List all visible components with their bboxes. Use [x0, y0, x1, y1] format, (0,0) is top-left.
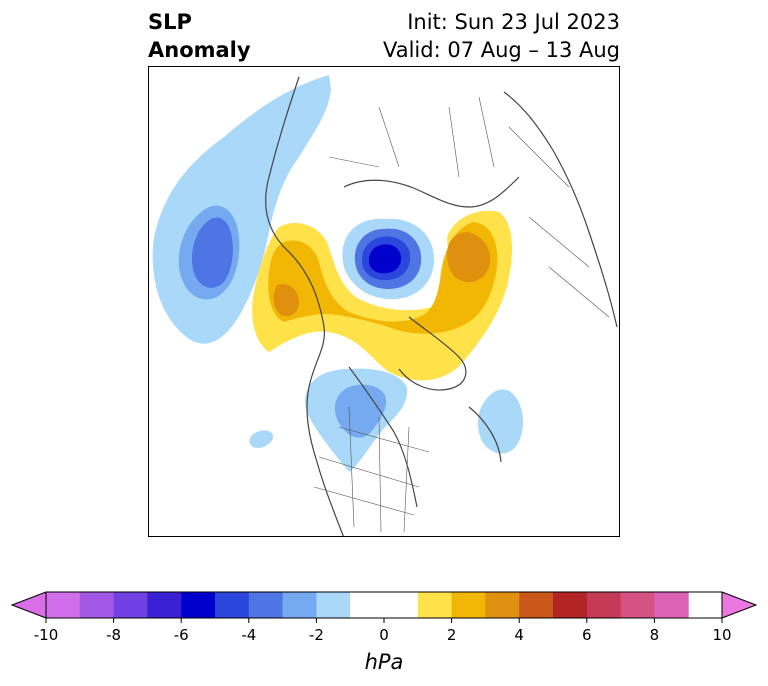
colorbar-bin-16	[620, 592, 655, 618]
colorbar-tick-label: -4	[241, 626, 257, 644]
colorbar-bin-3	[147, 592, 182, 618]
forecast-dates: Init: Sun 23 Jul 2023 Valid: 07 Aug – 13…	[383, 8, 620, 64]
colorbar-bin-4	[181, 592, 216, 618]
anomaly-contour-small-west	[249, 430, 274, 448]
anomaly-map	[148, 66, 620, 537]
colorbar-tick-label: -8	[106, 626, 122, 644]
map-title: SLP Anomaly	[148, 8, 251, 64]
anomaly-contour-gulf-light	[268, 137, 291, 197]
colorbar-bin-10	[417, 592, 453, 618]
colorbar-bin-0	[46, 592, 81, 618]
anomaly-contour-high-yellow	[252, 210, 512, 381]
colorbar	[0, 588, 768, 628]
init-date: Init: Sun 23 Jul 2023	[407, 10, 620, 34]
colorbar-bin-11	[451, 592, 486, 618]
colorbar-bin-12	[485, 592, 520, 618]
colorbar-tick-label: 8	[649, 626, 660, 644]
colorbar-unit-label: hPa	[364, 650, 404, 674]
colorbar-tick-label: -10	[33, 626, 59, 644]
colorbar-bin-6	[248, 592, 284, 618]
coastlines	[265, 76, 618, 536]
colorbar-bin-2	[113, 592, 148, 618]
title-variable-qualifier: Anomaly	[148, 38, 251, 62]
anomaly-contour-atlantic-light	[477, 389, 523, 454]
anomaly-contour-high-orange-west	[273, 283, 299, 317]
colorbar-bin-17	[654, 592, 689, 618]
anomaly-contour-na-mid	[334, 384, 387, 438]
title-variable: SLP	[148, 10, 192, 34]
colorbar-bin-5	[215, 592, 250, 618]
colorbar-tick-label: 0	[379, 626, 389, 644]
colorbar-tick-label: -2	[308, 626, 324, 644]
colorbar-tick-labels: -10 -8 -6 -4 -2 0 2 4 6 8 10	[0, 626, 768, 646]
anomaly-contour-pacific-core	[191, 217, 233, 288]
colorbar-bin-7	[282, 592, 317, 618]
valid-period: Valid: 07 Aug – 13 Aug	[382, 38, 620, 62]
political-boundaries	[313, 96, 610, 533]
colorbar-over-arrow	[721, 591, 758, 619]
colorbar-tick-label: 2	[446, 626, 457, 644]
colorbar-bin-13	[519, 592, 554, 618]
colorbar-under-arrow	[10, 591, 47, 619]
colorbar-bin-15	[586, 592, 622, 618]
colorbar-tick-label: 10	[712, 626, 732, 644]
colorbar-bin-1	[79, 592, 115, 618]
colorbar-tick-label: 4	[514, 626, 524, 644]
colorbar-bin-8	[316, 592, 351, 618]
colorbar-bin-14	[553, 592, 588, 618]
anomaly-contour-high-orange-east	[446, 232, 491, 283]
anomaly-contour-high-gold	[268, 222, 498, 334]
anomaly-contour-arctic-core	[369, 244, 402, 274]
colorbar-bin-9	[350, 592, 419, 618]
colorbar-tick-label: -6	[173, 626, 189, 644]
colorbar-tick-label: 6	[582, 626, 592, 644]
polar-stereographic-map	[152, 75, 618, 536]
colorbar-graphic	[10, 591, 758, 623]
